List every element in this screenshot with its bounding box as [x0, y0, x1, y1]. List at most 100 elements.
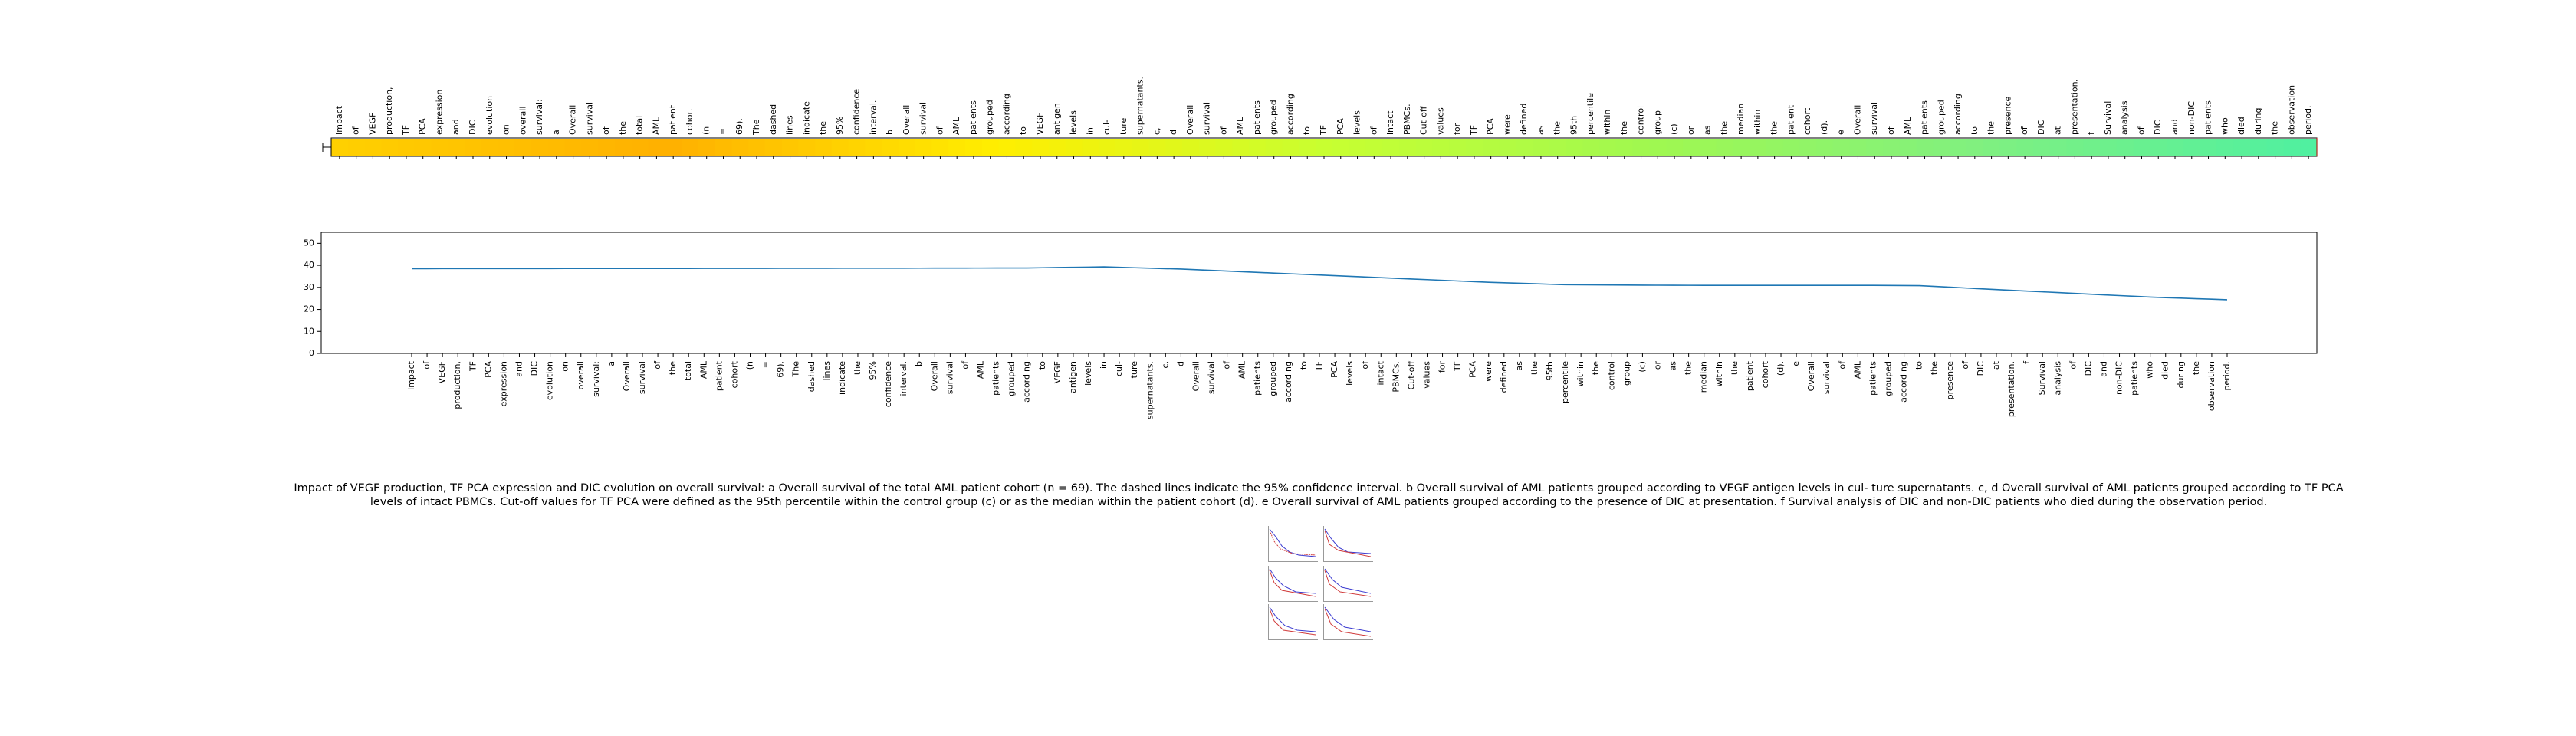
heatmap-tick-label: survival [1869, 102, 1879, 135]
heatmap-cell [1832, 139, 1851, 156]
heatmap-cell [2216, 139, 2234, 156]
heatmap-tick-label: (n [702, 127, 711, 135]
heatmap-cell [1165, 139, 1183, 156]
heatmap-cell [1866, 139, 1884, 156]
heatmap-tick-label: e [1836, 130, 1846, 135]
x-tick-label: c, [1160, 361, 1170, 369]
x-tick-label: a [606, 361, 616, 366]
x-tick-label: PBMCs. [1391, 361, 1401, 393]
heatmap-tick-label: supernatants. [1135, 77, 1145, 135]
heatmap-cell [598, 139, 616, 156]
x-tick-label: patients [991, 361, 1001, 396]
x-tick-label: non-DIC [2114, 361, 2124, 395]
heatmap-tick-label: Cut-off [1419, 106, 1429, 135]
x-tick-label: patients [1868, 361, 1878, 396]
heatmap-tick-label: presentation. [2069, 79, 2079, 135]
heatmap-cell [2200, 139, 2218, 156]
x-tick-label: presence [1945, 361, 1955, 400]
x-tick-label: were [1484, 361, 1493, 382]
x-tick-label: evolution [545, 361, 555, 400]
heatmap-cell [1148, 139, 1166, 156]
heatmap-tick-label: and [2170, 119, 2180, 135]
heatmap-cell [1466, 139, 1484, 156]
heatmap-cell [648, 139, 665, 156]
heatmap-cell [831, 139, 849, 156]
heatmap-cell [2150, 139, 2167, 156]
x-tick-label: patients [1253, 361, 1263, 396]
heatmap-cell [798, 139, 816, 156]
heatmap-tick-label: cohort [1802, 107, 1812, 135]
x-tick-label: and [2098, 361, 2108, 377]
heatmap-cell [2249, 139, 2268, 156]
heatmap-cell [1950, 139, 1967, 156]
heatmap-tick-label: a [551, 130, 561, 135]
line-chart: 0 10 20 30 40 50 Impact of VEGF production, TF PCA… [304, 232, 2318, 419]
heatmap-cell [1232, 139, 1250, 156]
heatmap-tick-label: indicate [801, 101, 811, 135]
heatmap-cell [1899, 139, 1917, 156]
x-tick-label: who [2145, 361, 2155, 379]
heatmap-cell [1398, 139, 1417, 156]
x-tick-label: Cut-off [1406, 361, 1416, 390]
heatmap-tick-label: and [451, 119, 461, 135]
x-tick-label: of [1360, 360, 1370, 370]
x-tick-label: within [1576, 361, 1585, 386]
heatmap-tick-label: VEGF [367, 113, 377, 135]
heatmap-cell [531, 139, 549, 156]
x-tick-label: control [1606, 361, 1616, 390]
heatmap-cell [1015, 139, 1033, 156]
heatmap-tick-label: the [1619, 121, 1629, 135]
x-tick-label: according [1899, 361, 1909, 402]
heatmap-cell [1750, 139, 1767, 156]
x-tick-label: of [1837, 360, 1847, 370]
x-tick-label: on [560, 361, 570, 372]
x-tick-label: AML [698, 360, 708, 379]
thumbnail-panel-c [1268, 566, 1318, 602]
heatmap-cell [1198, 139, 1217, 156]
heatmap-tick-label: who [2220, 117, 2229, 135]
heatmap-tick-label: patients [968, 100, 978, 135]
heatmap-tick-label: grouped [1269, 100, 1279, 135]
x-tick-label: in [1099, 361, 1109, 369]
heatmap-cell [1682, 139, 1700, 156]
heatmap-tick-label: overall [518, 107, 527, 135]
heatmap-tick-label: (c) [1669, 123, 1679, 135]
heatmap-tick-label: PCA [1336, 118, 1346, 135]
heatmap-tick-label: the [618, 121, 628, 135]
heatmap-tick-label: according [1001, 94, 1011, 135]
heatmap-tick-label: PCA [418, 118, 428, 135]
x-tick-label: overall [576, 361, 586, 389]
heatmap-cell [364, 139, 382, 156]
heatmap-tick-label: lines [785, 115, 795, 135]
y-tick-label: 20 [304, 304, 314, 314]
x-tick-label: the [1530, 361, 1539, 375]
heatmap-tick-label: expression [434, 90, 444, 135]
heatmap-cell [1766, 139, 1784, 156]
heatmap-tick-label: cul- [1102, 120, 1112, 135]
heatmap-cell [1132, 139, 1150, 156]
heatmap-cell [1432, 139, 1450, 156]
y-tick-label: 30 [304, 282, 314, 292]
heatmap-cell [2033, 139, 2051, 156]
x-tick-label: DIC [530, 361, 540, 376]
heatmap-tick-label: The [751, 119, 761, 136]
x-tick-label: TF [468, 361, 478, 372]
x-tick-label: cohort [1760, 360, 1770, 388]
thumbnail-panel-b [1323, 526, 1373, 562]
x-tick-label: Overall [929, 361, 939, 391]
heatmap-cell [682, 139, 699, 156]
heatmap-tick-label: in [1085, 127, 1095, 135]
heatmap-cell [514, 139, 532, 156]
heatmap-cell [1883, 139, 1901, 156]
x-tick-label: patient [714, 360, 724, 391]
heatmap-tick-label: presence [2003, 96, 2013, 135]
heatmap-cell [948, 139, 966, 156]
heatmap-tick-label: as [1703, 125, 1713, 135]
heatmap-cell [2300, 139, 2318, 156]
heatmap-tick-label: survival [918, 102, 928, 135]
x-tick-label: presentation. [2006, 361, 2016, 417]
x-tick-label: to [1037, 361, 1047, 370]
heatmap-cell [1816, 139, 1834, 156]
y-tick-label: 10 [304, 326, 314, 336]
x-tick-label: to [1299, 361, 1309, 370]
